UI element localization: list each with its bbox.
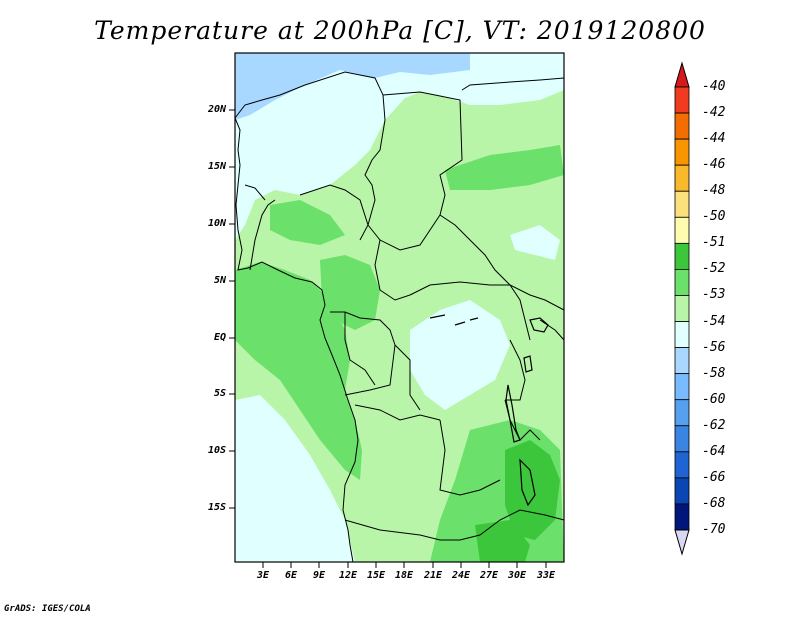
colorbar-label: -60: [702, 391, 726, 407]
field-region-54-east: [510, 225, 560, 260]
colorbar-label: -56: [702, 339, 726, 355]
colorbar-label: -44: [702, 131, 726, 147]
field-region-53-gabon: [320, 255, 380, 330]
colorbar-segment: [674, 477, 690, 505]
colorbar-label: -54: [702, 313, 726, 329]
lon-label-15e: 15E: [366, 570, 386, 581]
colorbar-label: -52: [702, 261, 726, 277]
colorbar-label: -48: [702, 183, 726, 199]
colorbar-segment: [674, 347, 690, 375]
lon-label-27e: 27E: [479, 570, 499, 581]
lon-label-33e: 33E: [536, 570, 556, 581]
lon-ticks: [262, 562, 547, 568]
lon-label-24e: 24E: [451, 570, 471, 581]
temperature-field: [235, 53, 564, 562]
colorbar-segment: [674, 86, 690, 114]
lat-label-5s: 5S: [213, 388, 226, 399]
colorbar-bottom-arrow: [674, 529, 690, 556]
colorbar-segment: [674, 425, 690, 453]
credit-text: GrADS: IGES/COLA: [4, 604, 91, 614]
colorbar-segment: [674, 503, 690, 531]
lon-label-9e: 9E: [312, 570, 326, 581]
field-region-53-sahel: [445, 145, 564, 190]
lat-label-15s: 15S: [207, 502, 226, 513]
colorbar-segment: [674, 190, 690, 218]
field-region-56: [235, 53, 470, 120]
colorbar-label: -68: [702, 495, 726, 511]
country-borders: [234, 71, 565, 541]
colorbar-segment: [674, 295, 690, 322]
colorbar-segment: [674, 138, 690, 166]
colorbar-label: -62: [702, 417, 726, 433]
colorbar-label: -50: [702, 209, 726, 225]
colorbar-segment: [674, 242, 690, 270]
lat-label-10n: 10N: [207, 218, 226, 229]
colorbar-label: -46: [702, 157, 726, 173]
colorbar-top-arrow: [674, 61, 690, 88]
colorbar-label: -53: [702, 287, 726, 303]
field-region-54-ne: [470, 53, 564, 105]
lat-ticks: [229, 109, 235, 509]
colorbar-segment: [674, 373, 690, 401]
field-region-54-center: [410, 300, 510, 410]
map-title: Temperature at 200hPa [C], VT: 201912080…: [94, 16, 706, 45]
colorbar-segment: [674, 216, 690, 244]
colorbar-label: -66: [702, 469, 726, 485]
lat-label-15n: 15N: [207, 161, 226, 172]
coastline: [234, 117, 359, 563]
colorbar-label: -64: [702, 443, 726, 459]
field-region-53-west: [235, 262, 362, 480]
lon-label-3e: 3E: [256, 570, 270, 581]
field-region-52-sw: [475, 520, 530, 562]
colorbar-label: -42: [702, 105, 726, 121]
colorbar-segment: [674, 269, 690, 296]
field-region-53-mid: [270, 200, 345, 245]
lakes: [429, 314, 549, 507]
colorbar-label: -70: [702, 522, 726, 537]
lon-label-21e: 21E: [423, 570, 443, 581]
lon-label-18e: 18E: [394, 570, 414, 581]
colorbar-label: -40: [702, 79, 726, 94]
field-region-54-west: [235, 53, 470, 240]
lon-label-6e: 6E: [284, 570, 298, 581]
lat-label-eq: EQ: [213, 332, 226, 343]
colorbar-segment: [674, 321, 690, 348]
colorbar: [674, 61, 690, 556]
lat-label-20n: 20N: [207, 104, 226, 115]
colorbar-label: -51: [702, 235, 726, 251]
lon-label-30e: 30E: [507, 570, 527, 581]
lat-label-10s: 10S: [207, 445, 226, 456]
colorbar-segment: [674, 164, 690, 192]
colorbar-segment: [674, 399, 690, 427]
colorbar-segment: [674, 451, 690, 479]
lat-label-5n: 5N: [213, 275, 226, 286]
colorbar-segment: [674, 112, 690, 140]
field-region-54-sw: [235, 395, 355, 562]
lon-label-12e: 12E: [338, 570, 358, 581]
map-frame: [234, 52, 565, 563]
colorbar-label: -58: [702, 365, 726, 381]
